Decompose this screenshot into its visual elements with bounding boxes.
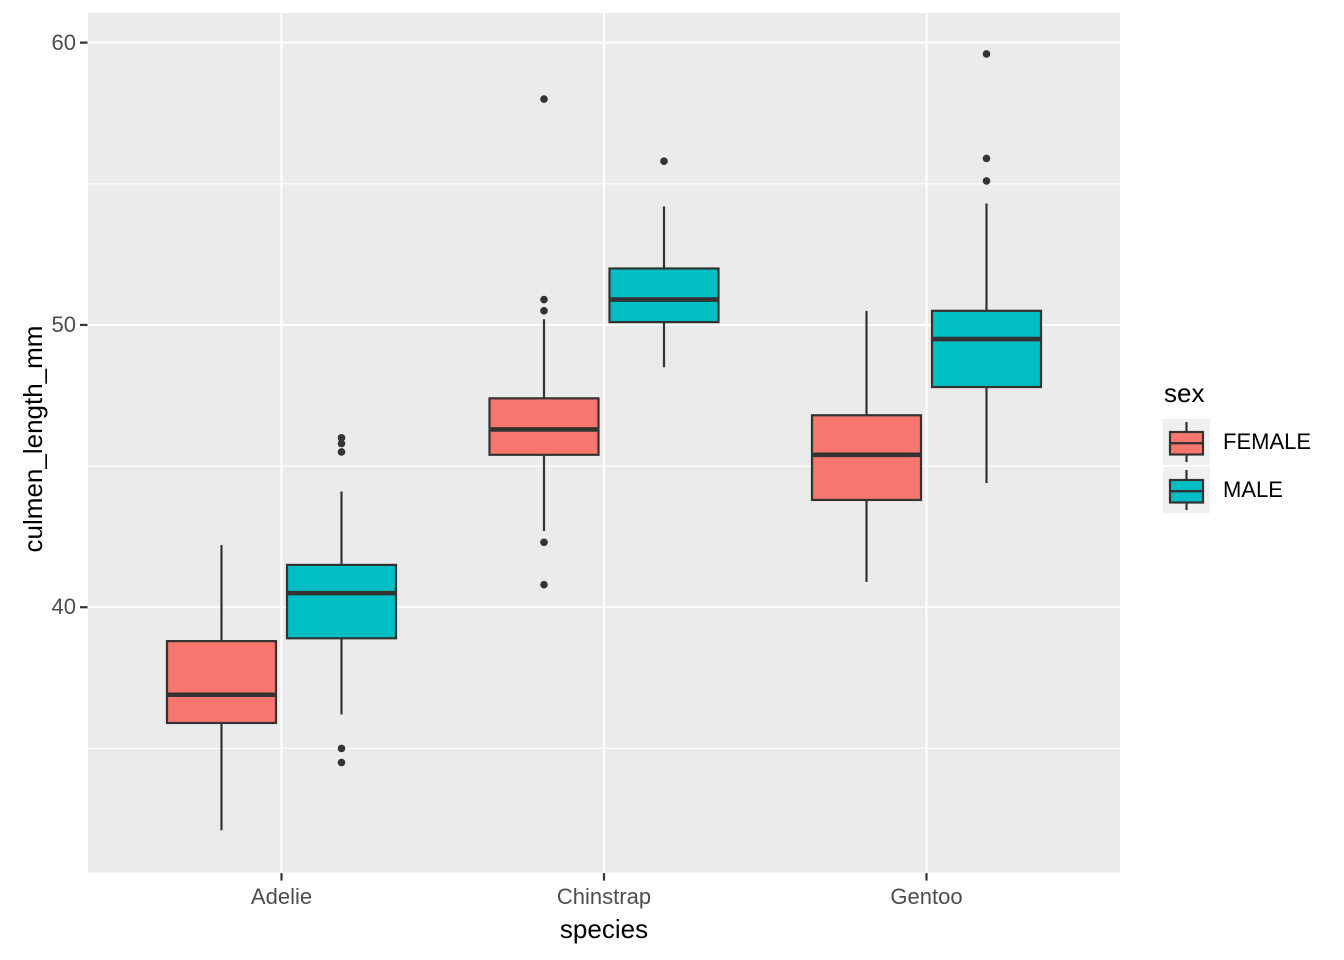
outlier-point [337,744,346,753]
boxplot-box [285,563,398,640]
boxplot-gentoo-female [810,310,923,582]
boxplot-chinstrap-female [488,95,600,589]
boxplot-box [488,397,600,456]
outlier-point [540,538,548,547]
boxplot-adelie-female [165,545,278,831]
outlier-point [337,434,346,442]
outlier-point [982,177,991,185]
outlier-point [337,439,346,448]
outlier-point [540,95,548,103]
outlier-point [982,50,991,58]
boxplot-gentoo-male [930,50,1043,484]
boxplot-box [930,309,1043,389]
outlier-point [982,154,991,163]
boxplot-adelie-male [285,434,398,767]
boxplot-chinstrap-male [608,157,720,368]
boxplot-box [165,640,278,725]
outlier-point [337,758,346,767]
outlier-point [337,448,346,456]
boxplot-box [608,267,720,324]
boxplot-box [810,414,923,502]
outlier-point [540,580,548,589]
outlier-point [540,307,548,315]
outlier-point [660,157,668,166]
outlier-point [540,295,548,304]
